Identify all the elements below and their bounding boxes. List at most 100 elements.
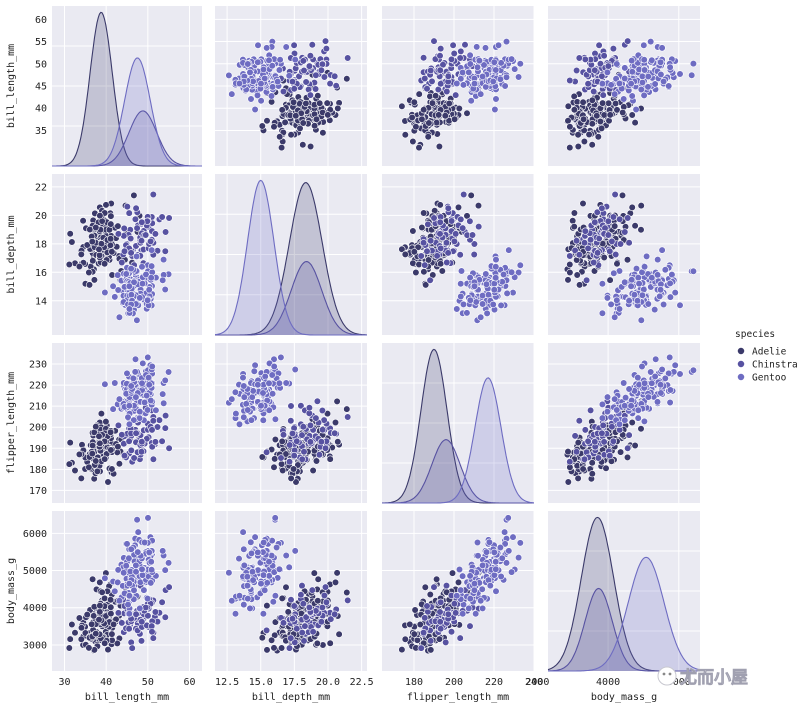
point-chinstrap	[302, 78, 310, 86]
point-gentoo	[640, 66, 649, 74]
point-gentoo	[132, 561, 140, 570]
point-chinstrap	[575, 54, 583, 62]
point-gentoo	[500, 270, 508, 279]
point-adelie	[114, 443, 122, 451]
point-gentoo	[651, 372, 659, 381]
point-gentoo	[659, 300, 668, 309]
point-adelie	[343, 405, 351, 413]
point-adelie	[427, 646, 435, 654]
point-adelie	[278, 460, 286, 468]
point-gentoo	[648, 56, 656, 64]
point-chinstrap	[277, 454, 285, 462]
point-gentoo	[244, 594, 252, 603]
point-gentoo	[657, 70, 665, 79]
point-gentoo	[251, 361, 259, 369]
point-gentoo	[502, 37, 511, 46]
point-adelie	[437, 260, 445, 268]
point-chinstrap	[138, 438, 146, 446]
point-gentoo	[148, 362, 156, 371]
point-gentoo	[260, 538, 268, 547]
point-adelie	[420, 106, 428, 114]
point-gentoo	[114, 271, 122, 279]
y-tick-label: 14	[35, 296, 47, 307]
point-chinstrap	[321, 37, 330, 45]
point-adelie	[107, 446, 115, 454]
point-adelie	[100, 260, 109, 268]
point-gentoo	[627, 282, 635, 290]
point-adelie	[570, 92, 578, 100]
point-chinstrap	[344, 413, 352, 421]
point-chinstrap	[132, 610, 140, 618]
point-gentoo	[148, 262, 156, 270]
point-gentoo	[659, 77, 668, 86]
point-chinstrap	[344, 54, 352, 62]
point-adelie	[588, 96, 596, 104]
point-gentoo	[453, 79, 461, 88]
point-gentoo	[267, 92, 276, 100]
point-gentoo	[101, 288, 109, 297]
point-chinstrap	[608, 423, 616, 431]
point-gentoo	[628, 92, 636, 100]
point-gentoo	[459, 610, 467, 618]
point-gentoo	[505, 547, 513, 555]
point-adelie	[631, 441, 639, 450]
point-chinstrap	[586, 236, 595, 244]
point-adelie	[637, 202, 645, 210]
point-adelie	[335, 630, 343, 638]
point-gentoo	[134, 548, 142, 556]
point-chinstrap	[114, 609, 122, 617]
point-adelie	[432, 92, 440, 100]
point-gentoo	[640, 41, 648, 49]
point-gentoo	[628, 68, 636, 76]
point-chinstrap	[165, 214, 173, 222]
point-chinstrap	[161, 613, 169, 621]
point-chinstrap	[317, 66, 326, 74]
point-adelie	[333, 569, 341, 577]
point-gentoo	[133, 252, 141, 260]
point-adelie	[438, 267, 446, 275]
point-adelie	[106, 596, 115, 604]
point-chinstrap	[420, 239, 428, 247]
point-adelie	[102, 418, 110, 426]
point-gentoo	[285, 563, 293, 571]
point-adelie	[88, 238, 96, 246]
point-gentoo	[491, 105, 499, 114]
point-chinstrap	[621, 228, 629, 236]
point-adelie	[85, 268, 93, 277]
point-adelie	[85, 463, 93, 471]
point-adelie	[279, 466, 287, 475]
point-chinstrap	[450, 600, 459, 608]
point-adelie	[604, 99, 613, 107]
point-adelie	[628, 111, 636, 119]
point-adelie	[287, 131, 295, 139]
point-chinstrap	[427, 637, 435, 645]
point-gentoo	[621, 74, 629, 83]
point-gentoo	[136, 604, 144, 613]
point-gentoo	[479, 72, 487, 81]
point-adelie	[564, 448, 572, 456]
point-adelie	[96, 608, 104, 616]
point-gentoo	[131, 355, 140, 363]
point-chinstrap	[298, 455, 306, 463]
point-chinstrap	[299, 600, 307, 608]
point-gentoo	[152, 406, 160, 414]
point-adelie	[579, 115, 588, 123]
point-gentoo	[244, 406, 252, 414]
panel-bill_length_mm-vs-bill_length_mm	[52, 6, 202, 167]
point-gentoo	[610, 269, 618, 277]
point-adelie	[611, 222, 619, 230]
point-chinstrap	[320, 73, 329, 81]
point-adelie	[95, 432, 103, 440]
point-gentoo	[123, 540, 131, 548]
point-gentoo	[492, 95, 500, 103]
point-chinstrap	[305, 62, 314, 70]
point-chinstrap	[288, 429, 297, 438]
point-adelie	[107, 609, 115, 618]
y-tick-label: 16	[35, 268, 47, 279]
point-gentoo	[632, 105, 640, 114]
point-chinstrap	[606, 247, 614, 255]
point-adelie	[88, 620, 96, 628]
point-gentoo	[228, 90, 236, 98]
y-tick-label: 20	[35, 211, 47, 222]
point-gentoo	[259, 571, 268, 579]
